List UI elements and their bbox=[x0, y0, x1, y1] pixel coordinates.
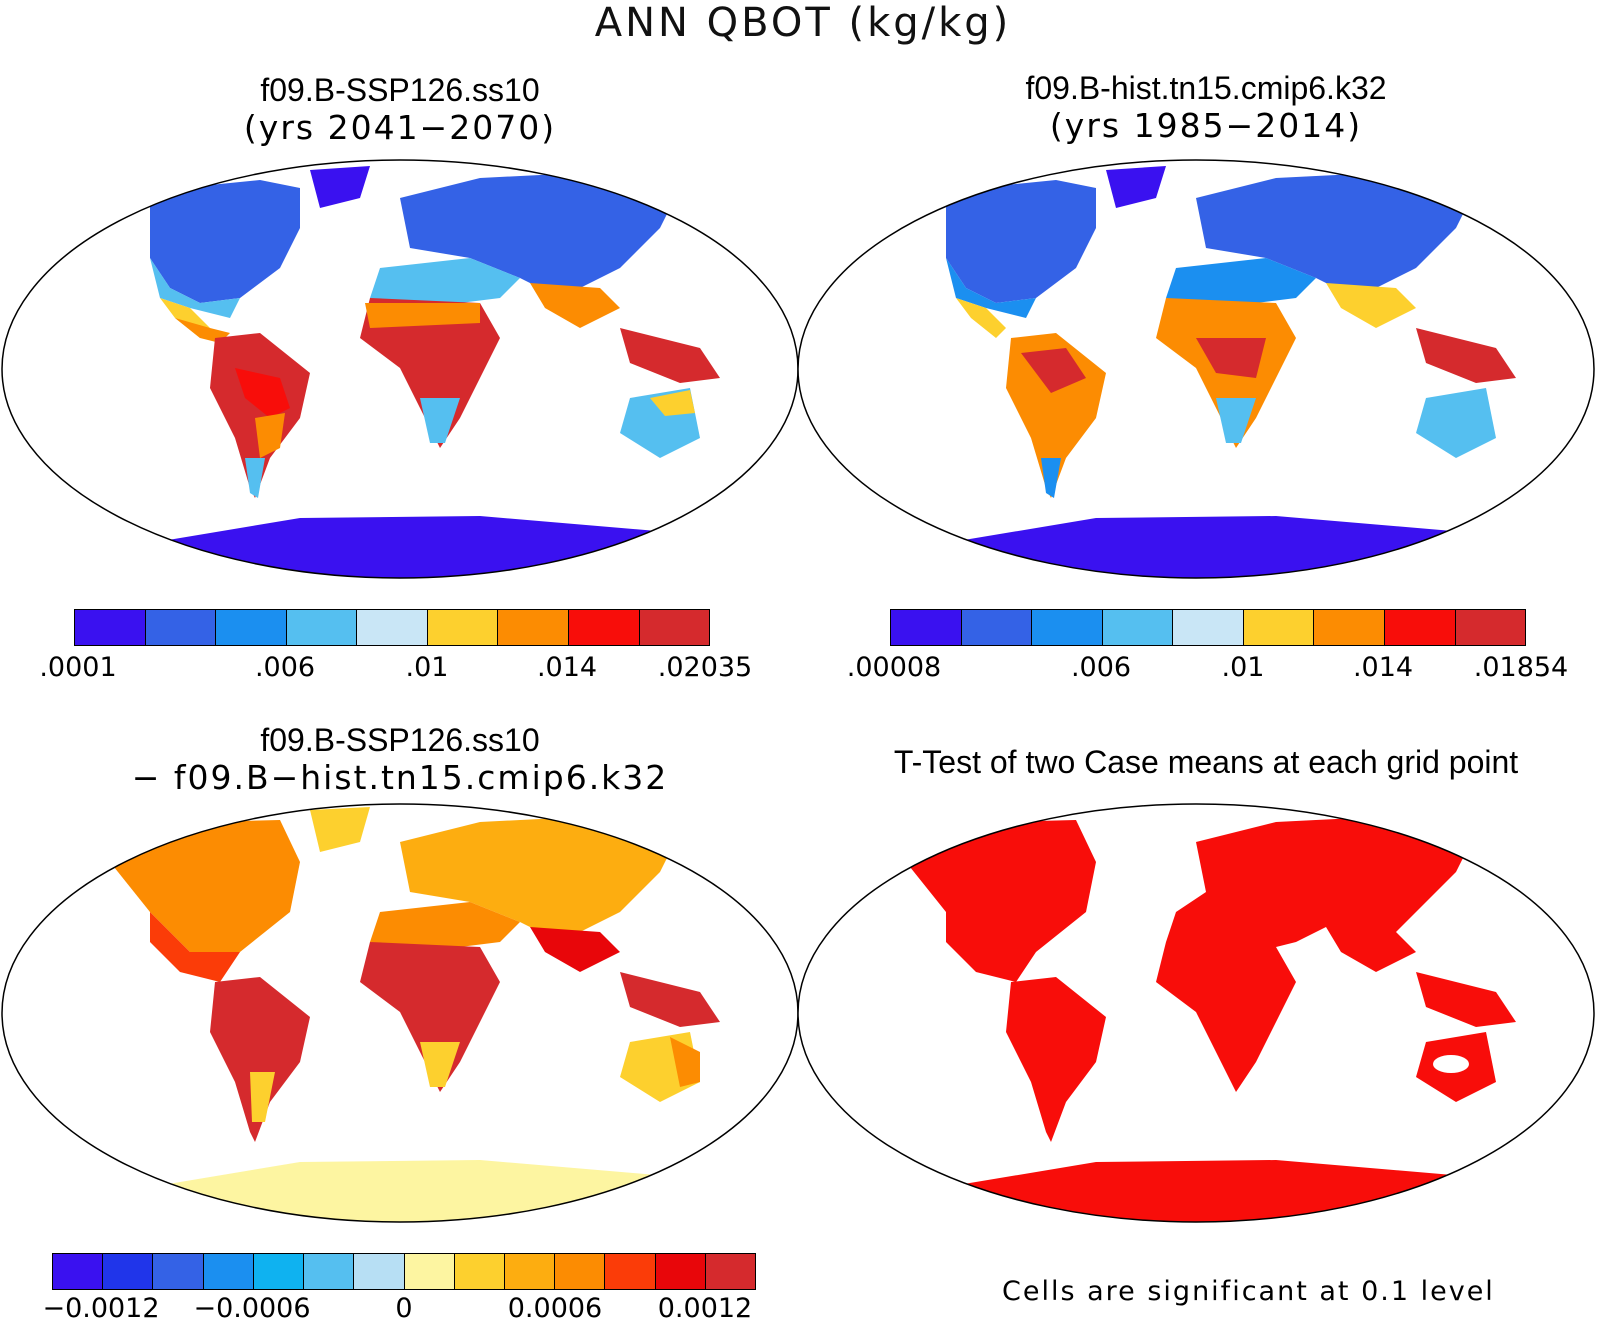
colorbar-cell bbox=[555, 1254, 606, 1289]
colorbar-cell bbox=[605, 1254, 656, 1289]
figure-title: ANN QBOT (kg/kg) bbox=[594, 0, 1012, 46]
colorbar-cell bbox=[357, 610, 428, 645]
colorbar-cell bbox=[1173, 610, 1244, 645]
colorbar-cell bbox=[203, 1254, 254, 1289]
difference-colorbar-label: 0 bbox=[395, 1293, 413, 1324]
control-panel-header: f09.B-hist.tn15.cmip6.k32 (yrs 1985−2014… bbox=[806, 70, 1606, 146]
case-colorbar-label: .0001 bbox=[39, 652, 117, 683]
colorbar-cell bbox=[1243, 610, 1315, 645]
difference-colorbar-label: −0.0012 bbox=[42, 1293, 160, 1324]
colorbar-cell bbox=[75, 610, 146, 645]
case-map bbox=[1, 159, 799, 579]
case-colorbar bbox=[74, 609, 710, 646]
control-colorbar-label: .01854 bbox=[1473, 652, 1569, 683]
colorbar-cell bbox=[504, 1254, 556, 1289]
control-colorbar-label: .01 bbox=[1221, 652, 1265, 683]
case-panel-subtitle: (yrs 2041−2070) bbox=[243, 108, 557, 147]
control-panel-subtitle: (yrs 1985−2014) bbox=[1049, 106, 1363, 145]
colorbar-cell bbox=[427, 610, 499, 645]
case-colorbar-label: .006 bbox=[254, 652, 316, 683]
colorbar-cell bbox=[498, 610, 569, 645]
colorbar-cell bbox=[404, 1254, 455, 1289]
case-colorbar-label: .02035 bbox=[657, 652, 753, 683]
colorbar-cell bbox=[145, 610, 217, 645]
case-colorbar-label: .01 bbox=[405, 652, 449, 683]
control-colorbar bbox=[890, 609, 1526, 646]
colorbar-cell bbox=[304, 1254, 355, 1289]
control-colorbar-label: .014 bbox=[1352, 652, 1414, 683]
case-colorbar-label: .014 bbox=[536, 652, 598, 683]
difference-panel-header: f09.B-SSP126.ss10 − f09.B−hist.tn15.cmip… bbox=[0, 722, 800, 798]
difference-panel-subtitle: − f09.B−hist.tn15.cmip6.k32 bbox=[131, 758, 669, 797]
colorbar-cell bbox=[1314, 610, 1385, 645]
colorbar-cell bbox=[53, 1254, 104, 1289]
colorbar-cell bbox=[568, 610, 640, 645]
colorbar-cell bbox=[891, 610, 962, 645]
colorbar-cell bbox=[1032, 610, 1103, 645]
difference-colorbar bbox=[52, 1253, 756, 1290]
colorbar-cell bbox=[216, 610, 287, 645]
ttest-map bbox=[797, 803, 1595, 1223]
colorbar-cell bbox=[705, 1254, 756, 1289]
ttest-panel-title: T-Test of two Case means at each grid po… bbox=[893, 744, 1519, 780]
colorbar-cell bbox=[286, 610, 358, 645]
colorbar-cell bbox=[1102, 610, 1174, 645]
colorbar-cell bbox=[1384, 610, 1456, 645]
colorbar-cell bbox=[1455, 610, 1526, 645]
colorbar-cell bbox=[153, 1254, 204, 1289]
case-panel-header: f09.B-SSP126.ss10 (yrs 2041−2070) bbox=[0, 72, 800, 148]
control-panel-title: f09.B-hist.tn15.cmip6.k32 bbox=[1025, 70, 1387, 106]
colorbar-cell bbox=[454, 1254, 505, 1289]
colorbar-cell bbox=[655, 1254, 706, 1289]
control-map bbox=[797, 159, 1595, 579]
colorbar-cell bbox=[103, 1254, 154, 1289]
difference-map bbox=[1, 803, 799, 1223]
control-colorbar-label: .00008 bbox=[846, 652, 942, 683]
colorbar-cell bbox=[253, 1254, 305, 1289]
control-colorbar-label: .006 bbox=[1070, 652, 1132, 683]
ttest-significance-note: Cells are significant at 0.1 level bbox=[1002, 1276, 1495, 1307]
difference-colorbar-label: −0.0006 bbox=[193, 1293, 311, 1324]
colorbar-cell bbox=[354, 1254, 405, 1289]
difference-panel-title: f09.B-SSP126.ss10 bbox=[260, 722, 540, 758]
colorbar-cell bbox=[639, 610, 710, 645]
case-panel-title: f09.B-SSP126.ss10 bbox=[260, 72, 540, 108]
difference-colorbar-label: 0.0006 bbox=[507, 1293, 603, 1324]
difference-colorbar-label: 0.0012 bbox=[657, 1293, 753, 1324]
colorbar-cell bbox=[961, 610, 1033, 645]
